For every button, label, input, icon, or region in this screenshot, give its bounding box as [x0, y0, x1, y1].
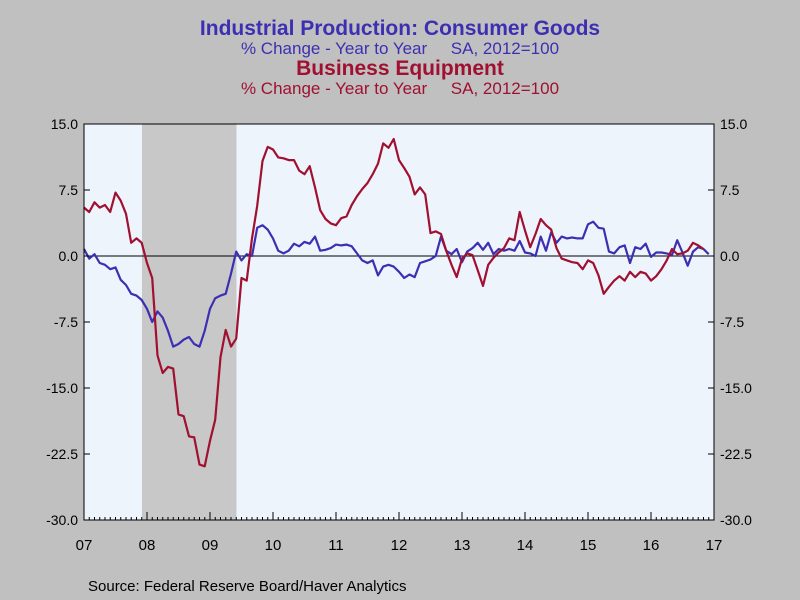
y-tick-label-left: -15.0	[46, 380, 78, 396]
x-tick-label: 15	[580, 537, 597, 554]
x-tick-label: 11	[328, 537, 344, 554]
x-tick-label: 09	[202, 537, 219, 554]
y-tick-label-right: 0.0	[720, 248, 740, 264]
x-tick-label: 07	[76, 537, 93, 554]
y-tick-label-left: -22.5	[46, 446, 78, 462]
x-tick-label: 17	[706, 537, 723, 554]
y-axis-left: 15.0 7.5 0.0 -7.5 -15.0 -22.5 -30.0	[46, 116, 90, 528]
x-tick-label: 08	[139, 537, 156, 554]
y-tick-label-right: -22.5	[720, 446, 752, 462]
title-block: Industrial Production: Consumer Goods % …	[0, 18, 800, 98]
x-tick-label: 10	[265, 537, 282, 554]
x-axis: 07 08 09 10 11 12 13 14 15 16 17	[76, 512, 723, 554]
y-tick-label-left: -7.5	[54, 314, 78, 330]
y-tick-label-left: -30.0	[46, 512, 78, 528]
consumer-title: Industrial Production: Consumer Goods	[199, 17, 601, 40]
y-axis-right: 15.0 7.5 0.0 -7.5 -15.0 -22.5 -30.0	[708, 116, 752, 528]
y-tick-label-left: 0.0	[59, 248, 79, 264]
x-tick-label: 12	[391, 537, 408, 554]
series-line-consumer-goods	[83, 220, 710, 348]
source-note: Source: Federal Reserve Board/Haver Anal…	[88, 578, 407, 595]
x-tick-label: 14	[517, 537, 534, 554]
y-tick-label-right: -7.5	[720, 314, 744, 330]
recession-shading	[141, 124, 237, 520]
y-tick-label-left: 7.5	[59, 182, 79, 198]
series-layer	[83, 137, 710, 468]
y-tick-label-right: -30.0	[720, 512, 752, 528]
business-subtitle: % Change - Year to Year SA, 2012=100	[240, 79, 560, 98]
y-tick-label-right: -15.0	[720, 380, 752, 396]
recession-shading-layer	[141, 124, 237, 520]
y-tick-label-right: 15.0	[720, 116, 747, 132]
y-tick-label-right: 7.5	[720, 182, 740, 198]
y-tick-label-left: 15.0	[51, 116, 78, 132]
business-title: Business Equipment	[296, 57, 504, 80]
x-tick-label: 16	[643, 537, 660, 554]
consumer-subtitle: % Change - Year to Year SA, 2012=100	[240, 39, 560, 58]
x-tick-label: 13	[454, 537, 471, 554]
series-line-business-equipment	[83, 137, 705, 468]
